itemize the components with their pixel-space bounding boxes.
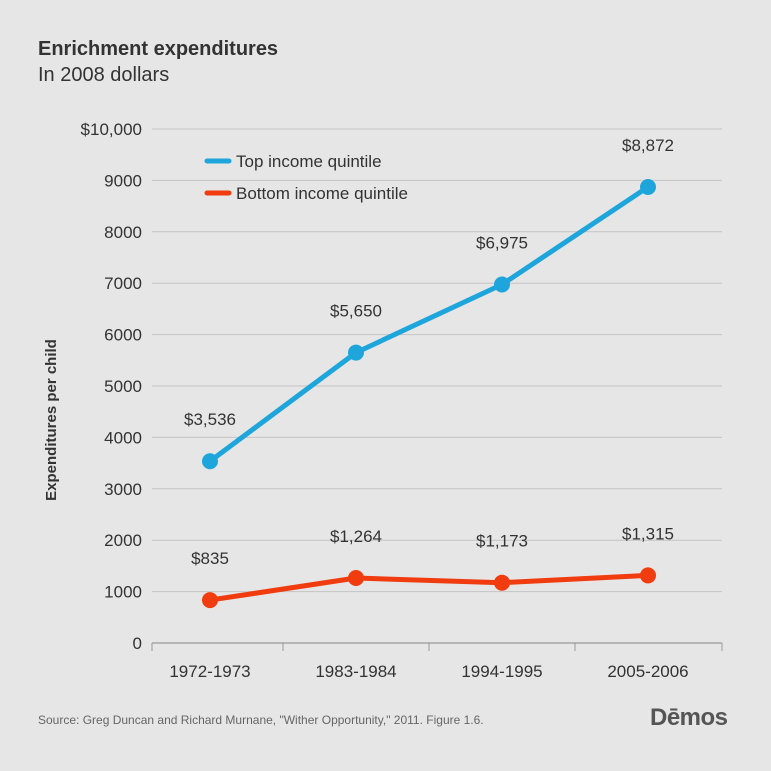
top-quintile-data-label: $8,872	[622, 136, 674, 155]
y-tick-label: 5000	[104, 377, 142, 396]
bottom-quintile-data-label: $1,315	[622, 524, 674, 543]
y-tick-label: 8000	[104, 223, 142, 242]
top-quintile-point	[494, 276, 510, 293]
chart-svg: 0 1000 2000 3000 4000 5000 6000 7000 8000 9000 $10…	[43, 120, 723, 681]
bottom-quintile-point	[494, 574, 510, 591]
source-note: Source: Greg Duncan and Richard Murnane,…	[38, 713, 484, 727]
y-axis-label: Expenditures per child	[43, 339, 60, 501]
x-tick-label: 1983-1984	[315, 662, 396, 681]
top-quintile-data-label: $5,650	[330, 302, 382, 321]
top-quintile-data-label: $3,536	[184, 410, 236, 429]
bottom-quintile-point	[640, 567, 656, 584]
x-tick-label: 1994-1995	[461, 662, 542, 681]
top-quintile-line	[207, 184, 651, 464]
legend-label-bottom: Bottom income quintile	[236, 184, 408, 203]
x-tick-label: 2005-2006	[607, 662, 688, 681]
y-tick-label: 2000	[104, 531, 142, 550]
bottom-quintile-point	[348, 570, 364, 587]
y-tick-label: 7000	[104, 274, 142, 293]
y-tick-label: 1000	[104, 583, 142, 602]
top-quintile-point	[640, 178, 656, 195]
y-tick-label: 4000	[104, 428, 142, 447]
y-tick-label: 6000	[104, 326, 142, 345]
bottom-quintile-point	[202, 592, 218, 609]
bottom-quintile-data-label: $835	[191, 549, 229, 568]
bottom-quintile-data-label: $1,264	[330, 527, 382, 546]
y-tick-label: $10,000	[81, 120, 142, 139]
top-quintile-point	[348, 344, 364, 361]
y-tick-label: 3000	[104, 480, 142, 499]
chart-subtitle: In 2008 dollars	[38, 64, 170, 86]
top-quintile-data-label: $6,975	[476, 233, 528, 252]
y-tick-label: 9000	[104, 171, 142, 190]
bottom-quintile-line	[207, 572, 651, 603]
chart-title: Enrichment expenditures	[38, 38, 279, 60]
y-tick-label: 0	[133, 634, 142, 653]
top-quintile-point	[202, 453, 218, 470]
legend-label-top: Top income quintile	[236, 152, 382, 171]
x-tick-label: 1972-1973	[169, 662, 250, 681]
demos-logo: Dēmos	[650, 704, 728, 731]
bottom-quintile-data-label: $1,173	[476, 532, 528, 551]
